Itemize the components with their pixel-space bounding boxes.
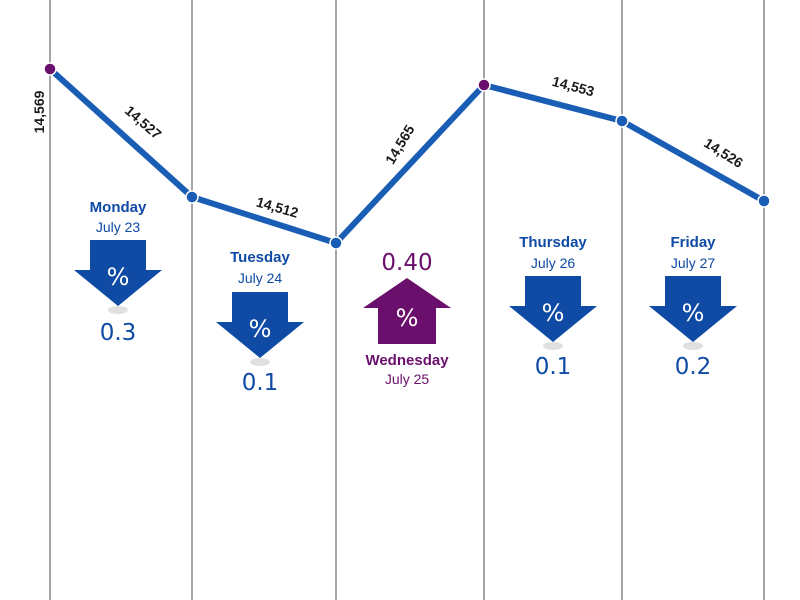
data-point [185, 190, 199, 204]
day-block-monday: Monday July 23% 0.3 [74, 199, 162, 346]
down-arrow-icon [649, 276, 737, 342]
series-line [47, 66, 767, 246]
data-point [477, 78, 491, 92]
day-block-tuesday: Tuesday July 24% 0.1 [216, 249, 304, 396]
down-arrow-icon [509, 276, 597, 342]
percent-icon: % [249, 315, 272, 343]
arrow-shadow [543, 342, 563, 350]
day-name: Friday [670, 234, 716, 251]
value-label: 14,526 [701, 135, 746, 171]
day-date: July 25 [385, 371, 430, 387]
arrow-shadow [108, 306, 128, 314]
day-block-wednesday: Wednesday July 25% 0.40 [363, 250, 451, 387]
percent-icon: % [107, 263, 130, 291]
value-label: 14,553 [551, 73, 597, 100]
change-value: 0.1 [535, 354, 572, 380]
data-point [43, 62, 57, 76]
change-value: 0.3 [100, 320, 137, 346]
change-value: 0.40 [381, 250, 432, 276]
down-arrow-icon [74, 240, 162, 306]
day-date: July 26 [531, 255, 576, 271]
day-date: July 24 [238, 270, 283, 286]
value-label: 14,569 [31, 90, 47, 133]
day-block-friday: Friday July 27% 0.2 [649, 234, 737, 380]
change-value: 0.2 [675, 354, 712, 380]
data-point [757, 194, 771, 208]
day-date: July 27 [671, 255, 716, 271]
change-value: 0.1 [242, 370, 279, 396]
day-date: July 23 [96, 219, 141, 235]
day-name: Wednesday [365, 352, 449, 369]
day-block-thursday: Thursday July 26% 0.1 [509, 234, 597, 380]
day-name: Monday [90, 199, 147, 216]
percent-icon: % [542, 299, 565, 327]
day-name: Tuesday [230, 249, 290, 266]
arrow-shadow [250, 358, 270, 366]
percent-icon: % [682, 299, 705, 327]
down-arrow-icon [216, 292, 304, 358]
percent-icon: % [396, 304, 419, 332]
data-point [329, 236, 343, 250]
up-arrow-icon [363, 278, 451, 344]
day-name: Thursday [519, 234, 587, 251]
arrow-shadow [683, 342, 703, 350]
data-point [615, 114, 629, 128]
